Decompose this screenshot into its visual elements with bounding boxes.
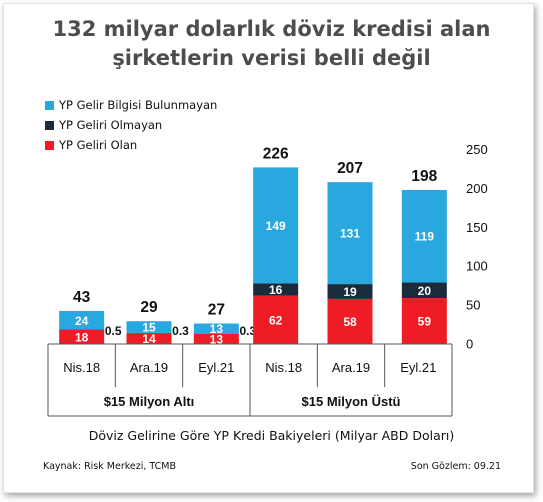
bar-segment-with-income	[401, 298, 447, 344]
bar-segment-no-info	[193, 323, 239, 334]
x-tick-label: Eyl.21	[198, 360, 234, 375]
x-tick-label: Ara.19	[130, 360, 168, 375]
last-observation-note: Son Gözlem: 09.21	[410, 461, 501, 472]
y-tick-label: 250	[466, 142, 488, 157]
legend-label-with-income: YP Geliri Olan	[59, 138, 138, 152]
legend-swatch-with-income	[45, 140, 54, 150]
legend-label-no-info: YP Gelir Bilgisi Bulunmayan	[59, 98, 218, 112]
bar-segment-no-income	[253, 283, 299, 296]
data-label-no-info: 15	[142, 321, 156, 335]
data-label-no-info: 131	[340, 227, 360, 241]
y-tick-label: 150	[466, 220, 488, 235]
data-label-no-income: 0.3	[172, 324, 189, 338]
group-label-below-15m: $15 Milyon Altı	[104, 394, 195, 409]
total-label: 226	[263, 145, 289, 162]
data-label-no-info: 149	[266, 219, 286, 233]
x-tick-label: Eyl.21	[400, 360, 436, 375]
title-line-1: 132 milyar dolarlık döviz kredisi alan	[52, 17, 491, 41]
data-label-with-income: 13	[210, 332, 224, 346]
data-label-no-info: 119	[415, 230, 435, 244]
data-label-with-income: 14	[142, 332, 156, 346]
data-label-with-income: 58	[343, 315, 357, 329]
x-tick-label: Nis.18	[63, 360, 100, 375]
legend-item-with-income: YP Geliri Olan	[45, 135, 217, 155]
title-line-2: şirketlerin verisi belli değil	[112, 46, 431, 70]
legend-item-no-income: YP Geliri Olmayan	[45, 115, 217, 135]
data-label-no-info: 13	[210, 322, 224, 336]
legend-item-no-info: YP Gelir Bilgisi Bulunmayan	[45, 95, 217, 115]
total-label: 207	[337, 160, 363, 177]
x-tick-label: Ara.19	[332, 360, 370, 375]
y-tick-label: 200	[466, 181, 488, 196]
bar-segment-with-income	[193, 333, 239, 344]
bar-segment-with-income	[253, 295, 299, 344]
x-axis-title: Döviz Gelirine Göre YP Kredi Bakiyeleri …	[88, 428, 455, 443]
legend-swatch-no-income	[45, 120, 54, 130]
data-label-no-income: 0.3	[239, 324, 256, 338]
bar-segment-with-income	[327, 298, 373, 344]
bar-segment-no-income	[401, 282, 447, 299]
bar-segment-with-income	[59, 329, 105, 344]
y-tick-label: 0	[466, 337, 473, 352]
legend-label-no-income: YP Geliri Olmayan	[59, 118, 163, 132]
total-label: 198	[411, 168, 437, 185]
data-label-with-income: 59	[418, 315, 432, 329]
data-label-with-income: 18	[75, 330, 89, 344]
chart-title: 132 milyar dolarlık döviz kredisi alan ş…	[0, 15, 543, 73]
data-label-no-income: 20	[418, 284, 432, 298]
bar-segment-no-income	[327, 284, 373, 299]
total-label: 27	[208, 302, 225, 319]
bar-segment-no-info	[401, 189, 447, 283]
bar-segment-with-income	[126, 333, 172, 344]
source-note: Kaynak: Risk Merkezi, TCMB	[43, 461, 176, 472]
data-label-no-info: 24	[75, 314, 89, 328]
data-label-with-income: 62	[269, 313, 283, 327]
bar-segment-no-info	[59, 310, 105, 330]
bar-segment-no-info	[327, 182, 373, 285]
bar-segment-no-info	[126, 321, 172, 333]
data-label-no-income: 19	[343, 285, 357, 299]
y-tick-label: 100	[466, 259, 488, 274]
x-tick-label: Nis.18	[265, 360, 302, 375]
legend: YP Gelir Bilgisi Bulunmayan YP Geliri Ol…	[45, 95, 217, 155]
group-label-above-15m: $15 Milyon Üstü	[302, 394, 401, 409]
total-label: 43	[73, 289, 91, 306]
y-tick-label: 50	[466, 298, 480, 313]
data-label-no-income: 16	[269, 283, 283, 297]
data-label-no-income: 0.5	[105, 324, 122, 338]
bar-segment-no-info	[253, 167, 299, 284]
total-label: 29	[140, 299, 158, 316]
legend-swatch-no-info	[45, 100, 54, 110]
